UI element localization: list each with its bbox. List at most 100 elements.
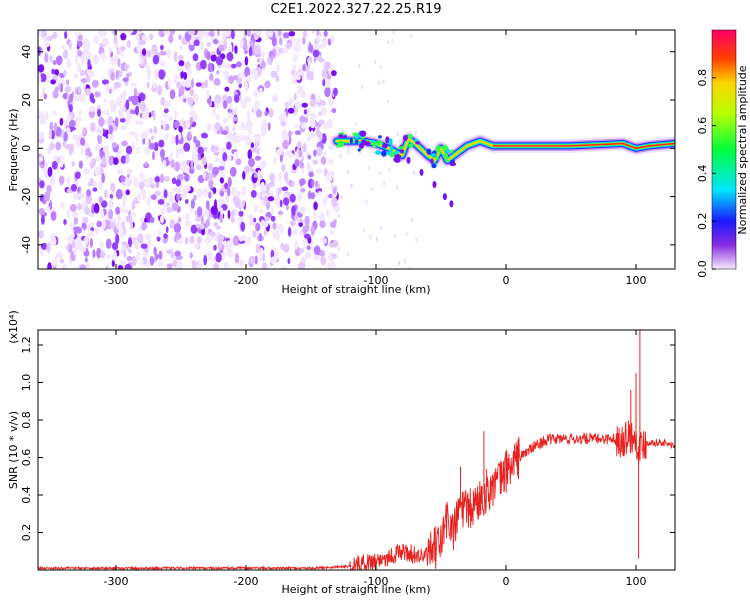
- spectrogram-noise-blob: [236, 61, 242, 68]
- spectrogram-noise-blob: [190, 224, 198, 234]
- signal-blob: [385, 136, 390, 144]
- spectrogram-noise-blob: [302, 30, 308, 38]
- signal-blob: [444, 157, 448, 163]
- spectrogram-noise-blob: [155, 253, 159, 260]
- spectrogram-noise-blob: [244, 66, 251, 78]
- spectrogram-noise-blob: [298, 261, 305, 269]
- spectrogram-noise-blob: [234, 45, 238, 54]
- x-tick-label: -300: [104, 575, 129, 588]
- spectrogram-noise-blob: [169, 30, 176, 36]
- spectrogram-noise-blob: [162, 202, 167, 208]
- spectrogram-noise-blob: [73, 93, 79, 99]
- spectrogram-noise-blob: [175, 178, 181, 187]
- spectrogram-noise-blob: [288, 130, 292, 137]
- colorbar-tick-label: 0.0: [696, 260, 709, 278]
- spectrogram-noise-blob: [245, 135, 252, 146]
- spectrogram-noise-blob: [90, 221, 95, 228]
- spectrogram-noise-blob: [178, 216, 182, 224]
- spectrogram-noise-blob: [83, 250, 90, 257]
- spectrogram-noise-blob: [254, 155, 262, 161]
- spectrogram-speck: [409, 267, 411, 269]
- x-tick-label: 0: [503, 274, 510, 287]
- spectrogram-noise-blob: [313, 201, 318, 211]
- spectrogram-noise-blob: [197, 30, 204, 37]
- spectrogram-noise-blob: [206, 122, 212, 131]
- spectrogram-noise-blob: [240, 121, 245, 131]
- spectrogram-speck: [350, 183, 352, 188]
- spectrogram-noise-blob: [161, 208, 166, 215]
- spectrogram-noise-blob: [93, 35, 99, 45]
- spectrogram-noise-blob: [115, 82, 122, 88]
- spectrogram-noise-blob: [185, 199, 189, 204]
- spectrogram-noise-blob: [98, 116, 105, 127]
- spectrogram-noise-blob: [49, 142, 55, 151]
- spectrogram-noise-blob: [82, 217, 89, 224]
- spectrogram-noise-blob: [271, 35, 277, 47]
- spectrogram-noise-blob: [191, 259, 197, 269]
- spectrogram-noise-blob: [149, 216, 155, 224]
- spectrogram-noise-blob: [130, 82, 137, 87]
- spectrogram-noise-blob: [290, 180, 295, 187]
- spectrogram-noise-blob: [296, 75, 301, 81]
- spectrogram-noise-blob: [139, 171, 145, 180]
- spectrogram-noise-blob: [174, 74, 182, 79]
- spectrogram-noise-blob: [131, 200, 136, 211]
- spectrogram-noise-blob: [136, 44, 143, 53]
- spectrogram-noise-blob: [172, 187, 176, 193]
- spectrogram-noise-blob: [281, 186, 289, 192]
- spectrogram-noise-blob: [186, 66, 192, 77]
- spectrogram-noise-blob: [69, 93, 74, 103]
- spectrogram-noise-blob: [79, 264, 87, 269]
- spectrogram-noise-blob: [59, 117, 64, 126]
- spectrogram-noise-blob: [270, 206, 274, 216]
- signal-streak-blob: [442, 193, 447, 201]
- spectrogram-noise-blob: [137, 233, 144, 244]
- spectrogram-noise-blob: [88, 105, 96, 112]
- spectrogram-noise-blob: [223, 261, 229, 269]
- spectrogram-noise-blob: [248, 255, 256, 264]
- spectrogram-noise-blob: [329, 229, 336, 235]
- spectrogram-noise-blob: [175, 255, 183, 261]
- spectrogram-noise-blob: [322, 198, 327, 206]
- spectrogram-noise-blob: [294, 240, 299, 250]
- spectrogram-speck: [362, 228, 365, 233]
- signal-blob: [374, 150, 382, 155]
- spectrogram-noise-blob: [206, 89, 210, 100]
- spectrogram-noise-blob: [254, 99, 260, 109]
- spectrogram-noise-blob: [215, 225, 222, 230]
- spectrogram-noise-blob: [163, 176, 171, 182]
- spectrogram-noise-blob: [238, 210, 244, 217]
- spectrogram-noise-blob: [272, 228, 280, 239]
- spectrogram-noise-blob: [234, 94, 240, 103]
- spectrogram-noise-blob: [263, 229, 268, 237]
- spectrogram-noise-blob: [259, 247, 264, 258]
- signal-streak-blob: [449, 200, 454, 208]
- spectrogram-noise-blob: [176, 261, 183, 269]
- spectrogram-noise-blob: [107, 132, 115, 140]
- spectrogram-noise-blob: [69, 222, 76, 229]
- spectrogram-noise-blob: [326, 70, 329, 75]
- spectrogram-noise-blob: [310, 225, 315, 236]
- spectrogram-noise-blob: [60, 83, 63, 93]
- spectrogram-noise-blob: [117, 58, 121, 68]
- spectrogram-noise-blob: [150, 194, 157, 200]
- spectrogram-noise-blob: [185, 185, 191, 192]
- spectrogram-noise-blob: [323, 237, 327, 244]
- spectrogram-noise-blob: [320, 156, 327, 165]
- spectrogram-noise-blob: [109, 194, 113, 199]
- spectrogram-noise-blob: [145, 178, 151, 189]
- spectrogram-noise-blob: [96, 220, 102, 228]
- spectrogram-noise-blob: [331, 197, 338, 208]
- spectrogram-noise-blob: [287, 152, 294, 158]
- spectrogram-noise-blob: [78, 192, 85, 199]
- spectrogram-noise-blob: [136, 193, 141, 202]
- spectrogram-noise-blob: [164, 100, 172, 109]
- spectrogram-noise-blob: [305, 222, 310, 232]
- spectrogram-speck: [396, 132, 399, 136]
- spectrogram-noise-blob: [291, 74, 297, 85]
- spectrogram-noise-blob: [164, 133, 169, 139]
- spectrogram-noise-blob: [105, 83, 110, 93]
- spectrogram-noise-blob: [294, 101, 302, 110]
- spectrogram-noise-blob: [264, 216, 270, 222]
- spectrogram-noise-blob: [222, 60, 226, 69]
